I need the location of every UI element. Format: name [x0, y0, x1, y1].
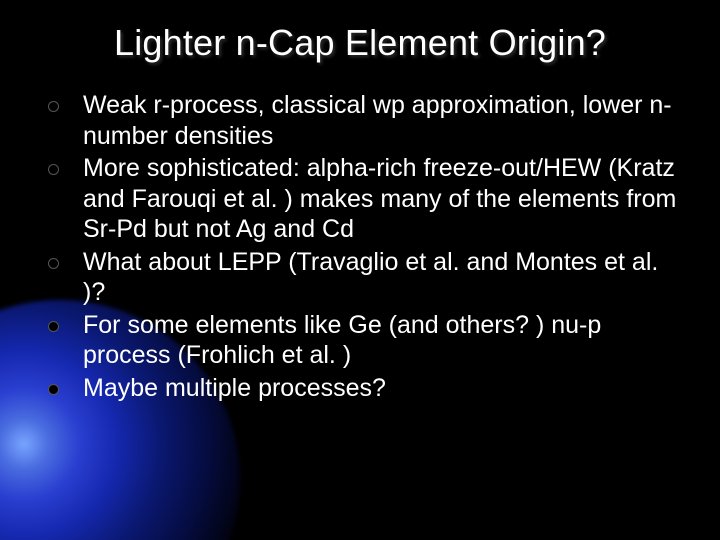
list-item: What about LEPP (Travaglio et al. and Mo…	[48, 247, 684, 308]
bullet-list: Weak r-process, classical wp approximati…	[36, 90, 684, 403]
bullet-icon	[48, 164, 59, 175]
bullet-text: For some elements like Ge (and others? )…	[83, 310, 684, 371]
bullet-text: Weak r-process, classical wp approximati…	[83, 90, 684, 151]
list-item: More sophisticated: alpha-rich freeze-ou…	[48, 153, 684, 245]
slide-container: Lighter n-Cap Element Origin? Weak r-pro…	[0, 0, 720, 540]
list-item: Maybe multiple processes?	[48, 373, 684, 404]
bullet-icon	[48, 321, 59, 332]
bullet-icon	[48, 101, 59, 112]
bullet-icon	[48, 258, 59, 269]
bullet-text: Maybe multiple processes?	[83, 373, 386, 404]
bullet-text: What about LEPP (Travaglio et al. and Mo…	[83, 247, 684, 308]
slide-title: Lighter n-Cap Element Origin?	[36, 22, 684, 64]
list-item: For some elements like Ge (and others? )…	[48, 310, 684, 371]
bullet-icon	[48, 384, 59, 395]
list-item: Weak r-process, classical wp approximati…	[48, 90, 684, 151]
bullet-text: More sophisticated: alpha-rich freeze-ou…	[83, 153, 684, 245]
